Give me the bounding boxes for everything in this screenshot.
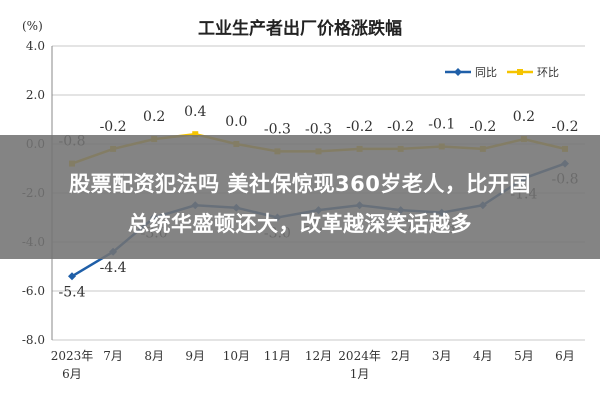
x-axis: 2023年 6月 7月 8月 9月 10月 11月 12月 2024年 1月 2月 3月 4月 5月 6月 — [51, 349, 575, 381]
data-label: -0.2 — [346, 119, 373, 135]
data-label: 0.2 — [143, 109, 165, 125]
data-label: -0.2 — [387, 119, 414, 135]
data-label: -0.3 — [264, 121, 291, 137]
y-tick-label: 4.0 — [26, 39, 45, 53]
x-tick-label: 2月 — [391, 349, 411, 363]
headline-line-1[interactable]: 股票配资犯法吗 美社保惊现360岁老人，比开国 — [69, 172, 531, 196]
data-label: -0.3 — [305, 121, 332, 137]
x-tick-label: 11月 — [264, 349, 291, 363]
data-label: 0.4 — [184, 104, 206, 120]
legend-label: 同比 — [475, 66, 497, 79]
headline-line-2[interactable]: 总统华盛顿还大，改革越深笑话越多 — [128, 212, 472, 236]
data-label: -5.4 — [59, 284, 86, 300]
y-tick-label: -6.0 — [22, 284, 45, 298]
y-tick-label: 2.0 — [26, 88, 45, 102]
legend-marker — [454, 68, 462, 76]
data-label: -4.4 — [100, 260, 127, 276]
headline-overlay — [0, 135, 600, 259]
data-label: 0.2 — [513, 109, 535, 125]
data-label: -0.2 — [100, 119, 127, 135]
x-tick-label: 5月 — [514, 349, 534, 363]
data-point — [192, 131, 199, 138]
data-point — [68, 272, 76, 281]
x-tick-label: 12月 — [305, 349, 332, 363]
x-tick-label: 1月 — [350, 367, 370, 381]
data-label: -0.2 — [469, 119, 496, 135]
x-tick-label: 10月 — [223, 349, 250, 363]
x-tick-label: 7月 — [103, 349, 123, 363]
legend-marker — [517, 69, 523, 75]
legend: 同比 环比 — [445, 66, 559, 79]
x-tick-label: 6月 — [555, 349, 575, 363]
chart-unit: (%) — [22, 19, 43, 33]
data-label: 0.0 — [225, 114, 247, 130]
x-tick-label: 4月 — [473, 349, 493, 363]
x-tick-label: 2024年 — [338, 349, 381, 363]
legend-label: 环比 — [537, 66, 559, 79]
x-tick-label: 9月 — [185, 349, 205, 363]
x-tick-label: 8月 — [144, 349, 164, 363]
data-label: -0.2 — [552, 119, 579, 135]
y-tick-label: -8.0 — [22, 333, 45, 347]
x-tick-label: 3月 — [432, 349, 452, 363]
x-tick-label: 6月 — [62, 367, 82, 381]
chart-title: 工业生产者出厂价格涨跌幅 — [198, 18, 402, 39]
data-label: -0.1 — [428, 116, 455, 132]
x-tick-label: 2023年 — [51, 349, 94, 363]
